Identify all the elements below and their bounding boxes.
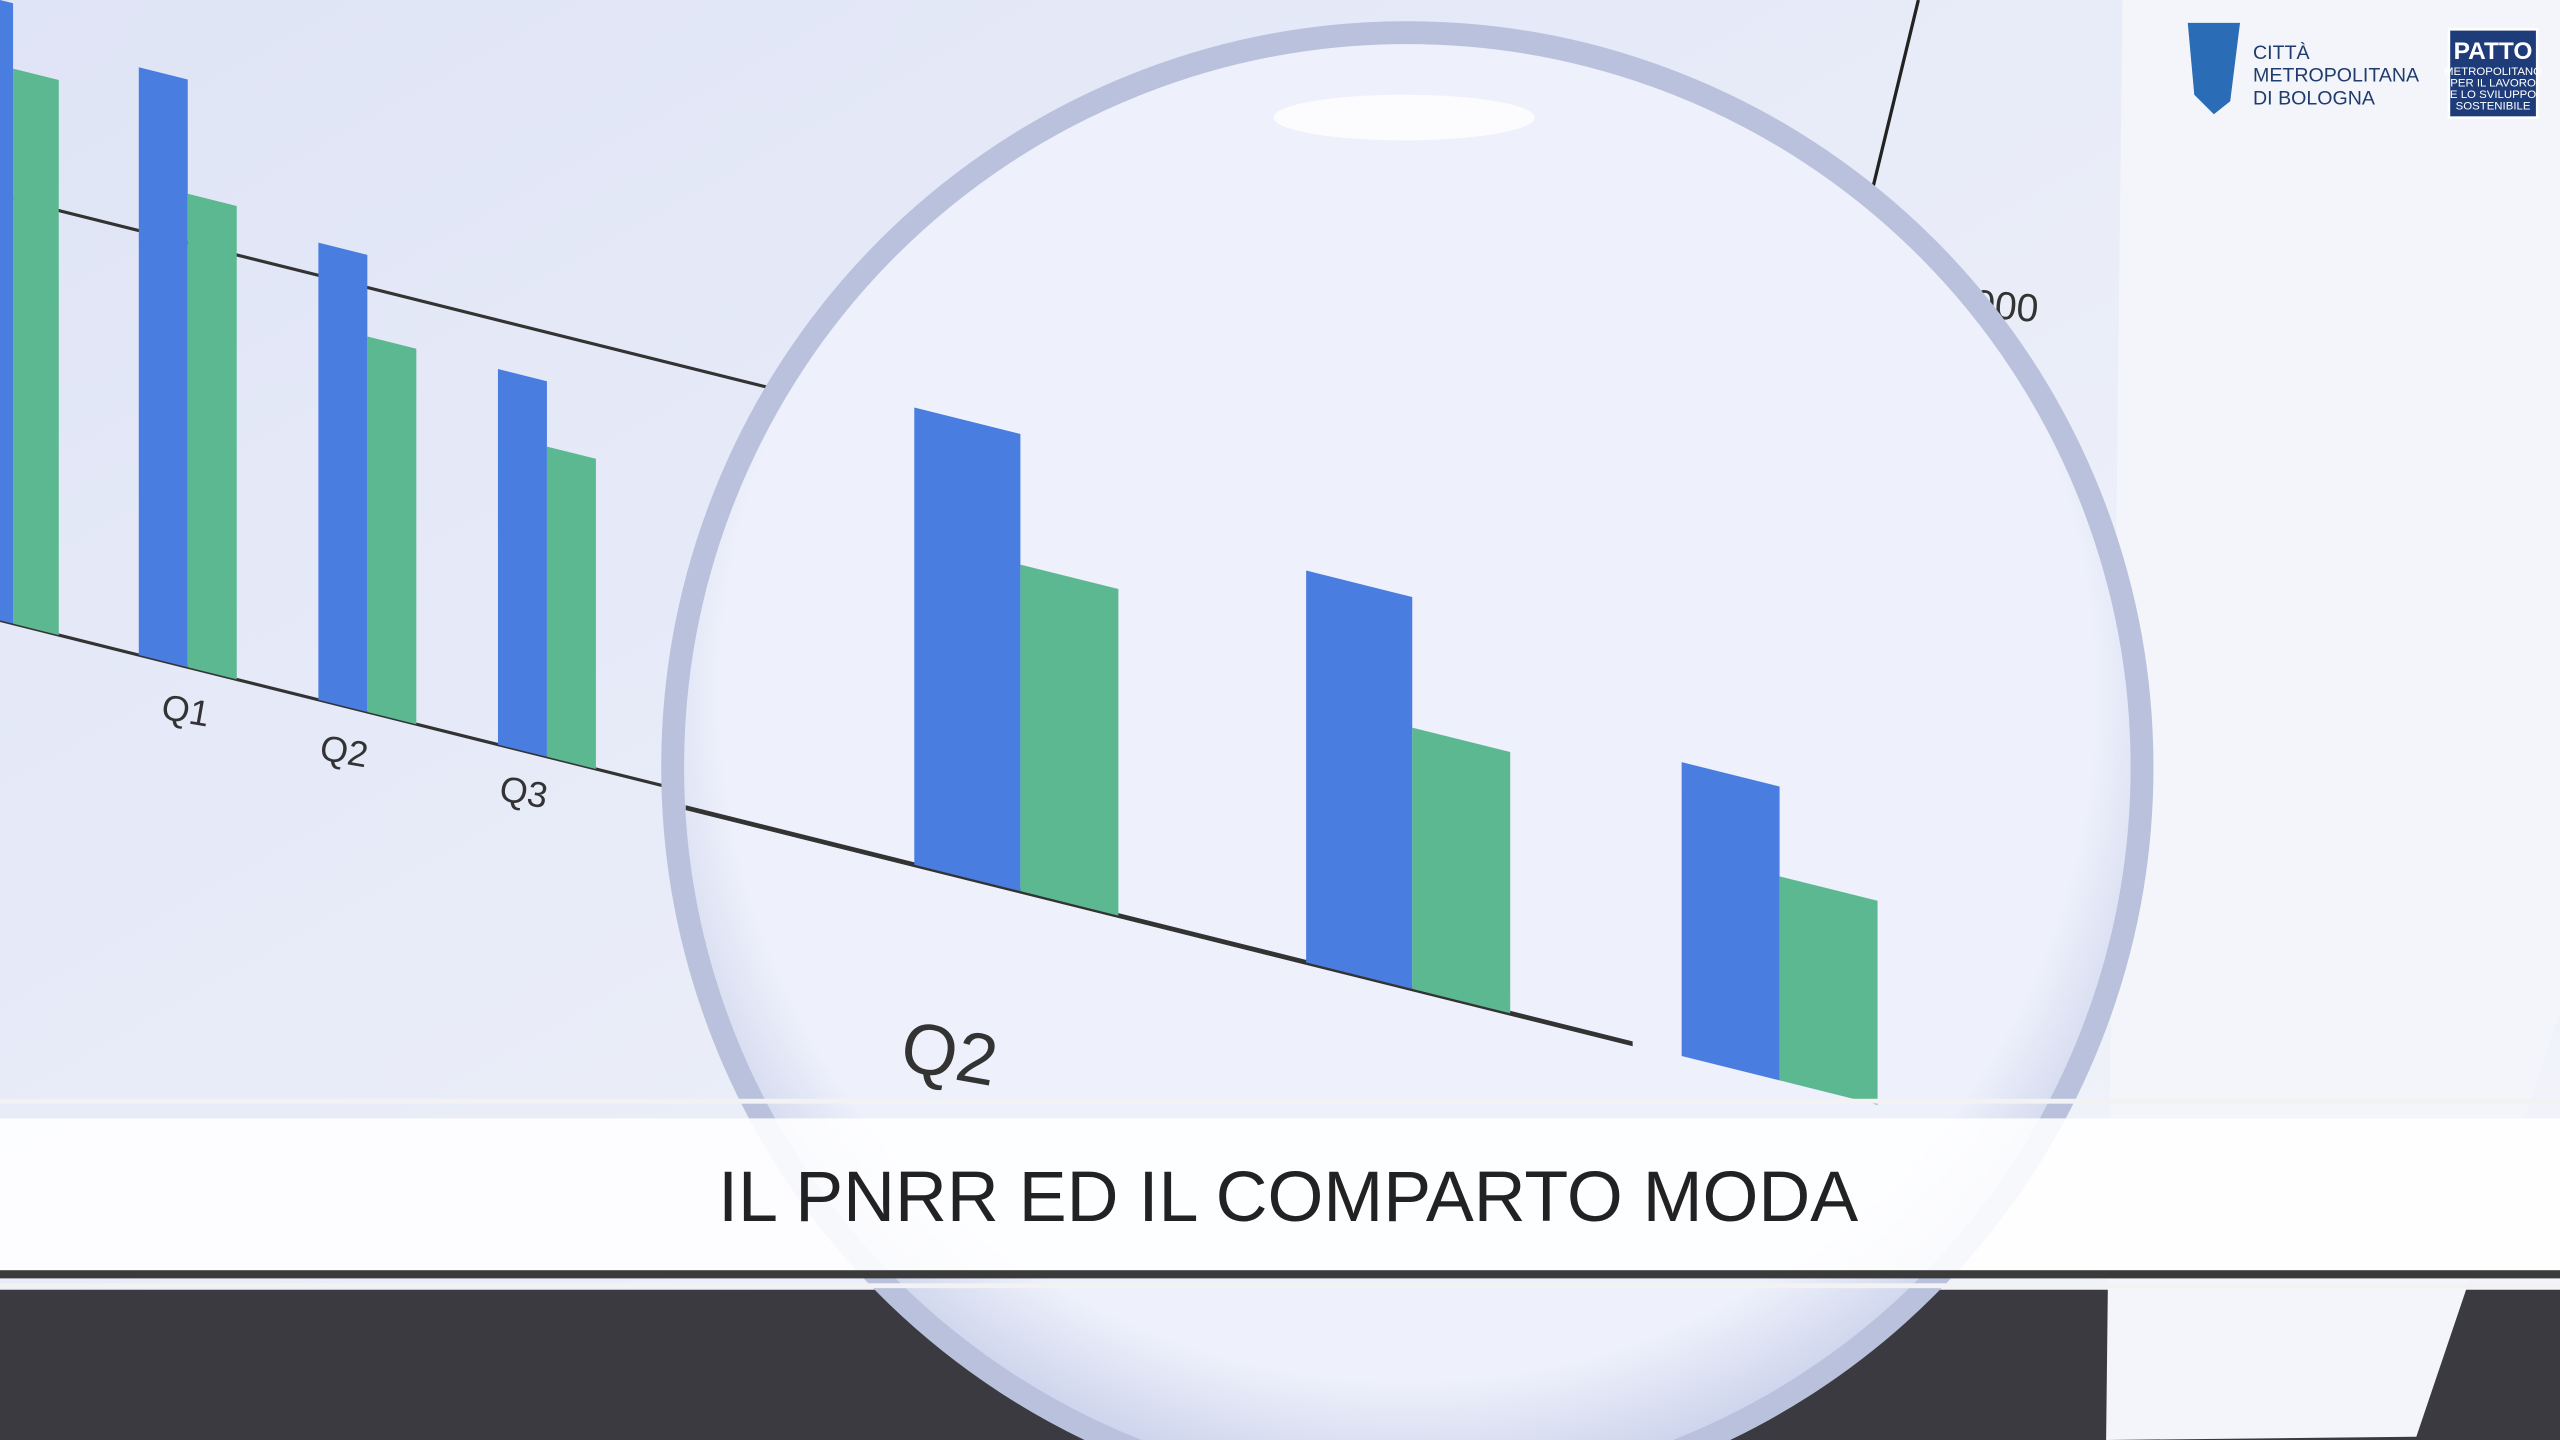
paper-edge [2106,0,2560,1440]
photo-bar [1020,564,1119,916]
patto-name: PATTO [2454,38,2533,65]
lens-highlight [1273,94,1535,141]
title-band [0,1118,2560,1274]
photo-bar [13,68,59,636]
patto-text: E LO SVILUPPO [2450,89,2536,101]
city-text: METROPOLITANA [2253,65,2420,87]
photo-bar [318,242,368,712]
logo-patto: PATTO METROPOLITANO PER IL LAVORO E LO S… [2444,28,2542,119]
patto-box [2447,28,2539,119]
photo-bar [1412,727,1511,1014]
city-text: CITTÀ [2253,41,2310,64]
photo-bar [497,369,547,757]
band-line [0,1283,2560,1289]
city-emblem [2187,22,2240,115]
logo-city: CITTÀ METROPOLITANA DI BOLOGNA [2187,22,2420,115]
photo-bar [0,0,14,624]
photo-label: Q2 [895,1006,1003,1101]
band-line [0,1270,2560,1279]
photo-bar [1681,762,1780,1081]
city-text: DI BOLOGNA [2253,87,2376,109]
patto-text: SOSTENIBILE [2456,100,2531,112]
band-line [0,1098,2560,1104]
photo-bar [1306,570,1413,989]
photo-bar [187,193,237,680]
photo-label: Q2 [317,727,371,776]
photo-bar [1779,876,1878,1105]
slide-title: IL PNRR ED IL COMPARTO MODA [718,1157,1858,1237]
patto-text: METROPOLITANO [2444,66,2542,78]
magnified-chart [685,407,1878,1105]
photo-bar [367,336,417,725]
photo-bar [546,446,596,769]
photo-bar [914,407,1021,892]
photo-chart [0,0,1241,802]
photo-label: Q1 [159,686,213,735]
photo-bar [138,67,188,668]
photo-label: Q3 [497,768,551,817]
patto-text: PER IL LAVORO [2450,78,2536,90]
